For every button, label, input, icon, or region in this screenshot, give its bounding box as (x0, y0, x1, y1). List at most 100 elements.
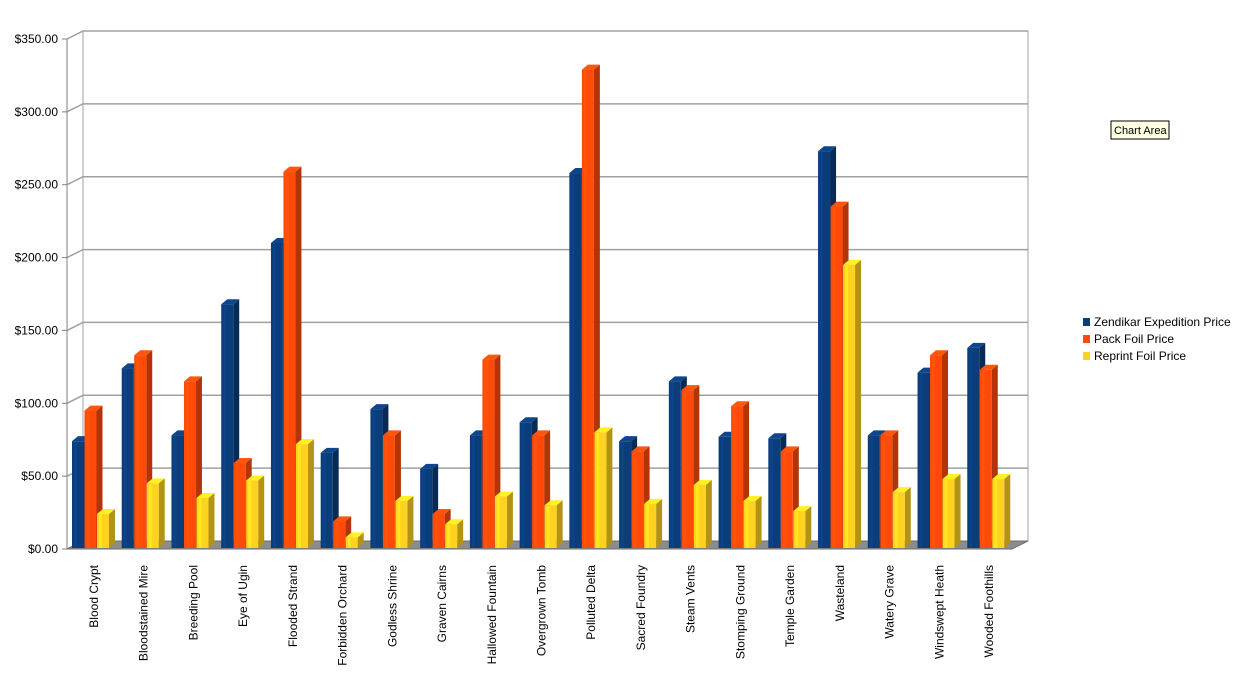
bar-front (917, 372, 930, 548)
bar-front (320, 452, 333, 548)
bar-highlight (583, 69, 587, 548)
bar[interactable] (196, 493, 215, 548)
bar-top (333, 516, 352, 522)
x-tick-label: Bloodstained Mire (137, 565, 151, 661)
bar[interactable] (395, 495, 414, 548)
bar-top (370, 404, 389, 410)
bar-front (731, 406, 744, 548)
bar-front (333, 521, 346, 548)
bar[interactable] (843, 259, 862, 548)
bar-side (904, 487, 911, 548)
legend-label: Zendikar Expedition Price (1094, 315, 1231, 329)
bar-highlight (74, 441, 77, 548)
bar-top (233, 458, 252, 464)
bar[interactable] (445, 519, 464, 548)
bar-highlight (173, 435, 177, 548)
bar-top (992, 474, 1011, 480)
bar[interactable] (793, 506, 812, 548)
bar-highlight (148, 483, 152, 548)
bar-highlight (384, 435, 388, 548)
bar-side (307, 439, 314, 548)
bar-top (693, 479, 712, 485)
bar-front (233, 463, 246, 548)
bar-highlight (633, 451, 637, 548)
x-tick-label: Flooded Strand (286, 565, 300, 647)
bar[interactable] (146, 478, 165, 548)
gridline (66, 394, 1028, 404)
bar-top (843, 259, 862, 265)
bar-highlight (869, 435, 873, 548)
bar-front (544, 505, 557, 548)
bar-top (432, 509, 451, 515)
legend[interactable]: Zendikar Expedition Price Pack Foil Price… (1083, 315, 1231, 363)
bar-top (942, 474, 961, 480)
bar[interactable] (345, 532, 364, 548)
bar-top (780, 446, 799, 452)
bar-highlight (223, 304, 227, 548)
bar-front (581, 69, 594, 548)
bar-front (246, 480, 259, 548)
bar[interactable] (693, 479, 712, 548)
gridline (66, 103, 1028, 113)
bar-top (445, 519, 464, 525)
bar-highlight (335, 521, 339, 548)
bar-highlight (770, 438, 774, 548)
bar-front (768, 438, 781, 548)
bar-highlight (422, 468, 426, 548)
bar[interactable] (97, 509, 115, 548)
bar-highlight (99, 514, 102, 548)
bar-highlight (733, 406, 737, 548)
bar[interactable] (992, 474, 1011, 548)
bar[interactable] (892, 487, 911, 548)
bar-side (407, 495, 414, 548)
bar[interactable] (246, 475, 265, 548)
bar[interactable] (544, 500, 563, 548)
bar-top (818, 146, 837, 152)
x-tick-label: Sacred Foundry (634, 565, 648, 650)
bar-top (619, 436, 638, 442)
bar[interactable] (942, 474, 961, 548)
bar[interactable] (581, 64, 600, 548)
bar-top (544, 500, 563, 506)
y-tick-label: $100.00 (15, 396, 59, 410)
bar-front (84, 410, 97, 548)
bar[interactable] (743, 495, 762, 548)
bar-front (395, 500, 408, 548)
y-tick-label: $300.00 (15, 105, 59, 119)
bar-highlight (745, 500, 749, 548)
bar-side (258, 475, 265, 548)
bar[interactable] (594, 427, 613, 548)
x-tick-label: Watery Grave (883, 565, 897, 639)
x-tick-label: Overgrown Tomb (535, 565, 549, 656)
bar-top (768, 433, 787, 439)
bar-side (1004, 474, 1011, 548)
bar-side (656, 498, 663, 548)
bar-side (506, 491, 513, 548)
bar-front (718, 436, 731, 548)
bar-side (755, 495, 762, 548)
legend-swatch (1083, 335, 1090, 343)
bar-highlight (845, 264, 849, 548)
bar-highlight (683, 390, 687, 548)
bar[interactable] (880, 430, 899, 548)
bar-front (295, 444, 308, 548)
bar-highlight (546, 505, 550, 548)
y-axis-ticks: $0.00 $50.00 $100.00 $150.00 $200.00 $250.00 $… (15, 32, 68, 556)
bar-top (221, 299, 240, 305)
bar[interactable] (295, 439, 314, 548)
bar[interactable] (644, 498, 663, 548)
bar-side (705, 479, 712, 548)
bar-highlight (621, 441, 625, 548)
bar-front (992, 479, 1005, 548)
bar-top (395, 495, 414, 501)
bar-front (668, 381, 681, 548)
bar-top (967, 342, 986, 348)
bar-highlight (944, 479, 948, 548)
bar[interactable] (494, 491, 513, 548)
bar-front (72, 441, 84, 548)
bar-front (97, 514, 109, 548)
bar-top (146, 478, 165, 484)
bar-top (681, 385, 700, 391)
bar-highlight (123, 368, 127, 548)
